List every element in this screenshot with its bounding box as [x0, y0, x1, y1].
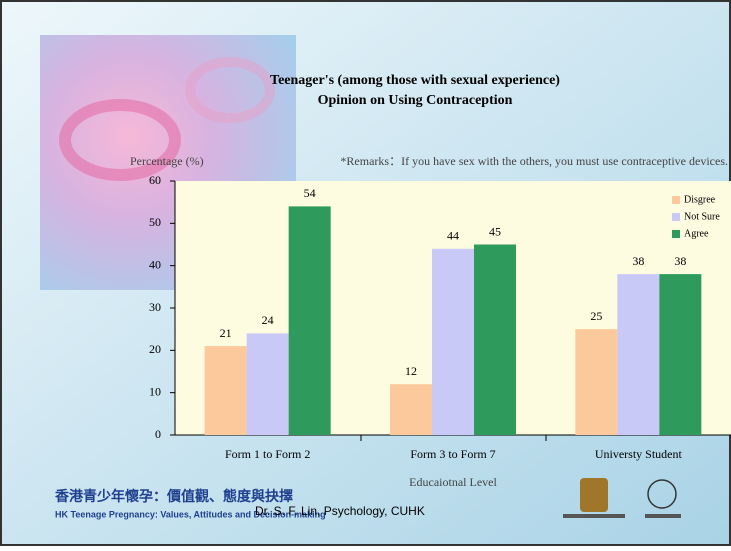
value-label: 12 — [405, 364, 417, 378]
footer-chinese: 香港青少年懷孕：價值觀、態度與抉擇 — [54, 488, 293, 505]
legend-label: Agree — [684, 228, 709, 239]
bar — [659, 274, 701, 435]
y-tick-label: 30 — [149, 300, 161, 314]
chart-subtitle: Opinion on Using Contraception — [318, 93, 513, 108]
bar — [474, 245, 516, 436]
remark: *Remarks：If you have sex with the others… — [340, 154, 728, 168]
value-label: 24 — [262, 313, 274, 327]
legend-swatch — [672, 213, 680, 221]
bar — [247, 333, 289, 435]
legend-label: Not Sure — [684, 211, 720, 222]
bar — [432, 249, 474, 435]
y-tick-label: 40 — [149, 257, 161, 271]
value-label: 44 — [447, 228, 459, 242]
logo-caption — [563, 514, 625, 518]
x-tick-label: Form 1 to Form 2 — [225, 447, 310, 461]
bar — [575, 329, 617, 435]
slide: Teenager's (among those with sexual expe… — [0, 0, 731, 546]
logo — [580, 478, 608, 512]
bar — [617, 274, 659, 435]
value-label: 21 — [220, 326, 232, 340]
y-tick-label: 0 — [155, 427, 161, 441]
bar — [205, 346, 247, 435]
x-axis-label: Educaiotnal Level — [409, 475, 497, 489]
value-label: 25 — [590, 309, 602, 323]
x-tick-label: Universty Student — [595, 447, 683, 461]
y-tick-label: 50 — [149, 215, 161, 229]
legend-swatch — [672, 196, 680, 204]
y-tick-label: 10 — [149, 384, 161, 398]
value-label: 45 — [489, 224, 501, 238]
y-tick-label: 60 — [149, 173, 161, 187]
legend-swatch — [672, 230, 680, 238]
value-label: 54 — [304, 186, 316, 200]
value-label: 38 — [632, 254, 644, 268]
y-tick-label: 20 — [149, 342, 161, 356]
bar — [390, 384, 432, 435]
x-tick-label: Form 3 to Form 7 — [410, 447, 495, 461]
legend-label: Disgree — [684, 194, 716, 205]
logo-caption — [645, 514, 681, 518]
y-axis-label: Percentage (%) — [130, 154, 204, 168]
chart-title: Teenager's (among those with sexual expe… — [270, 73, 560, 88]
footer-author: Dr. S. F. Lin, Psychology, CUHK — [255, 504, 425, 518]
value-label: 38 — [674, 254, 686, 268]
bar — [289, 206, 331, 435]
page: {"chart_data": {"type": "bar", "title": … — [0, 0, 731, 551]
